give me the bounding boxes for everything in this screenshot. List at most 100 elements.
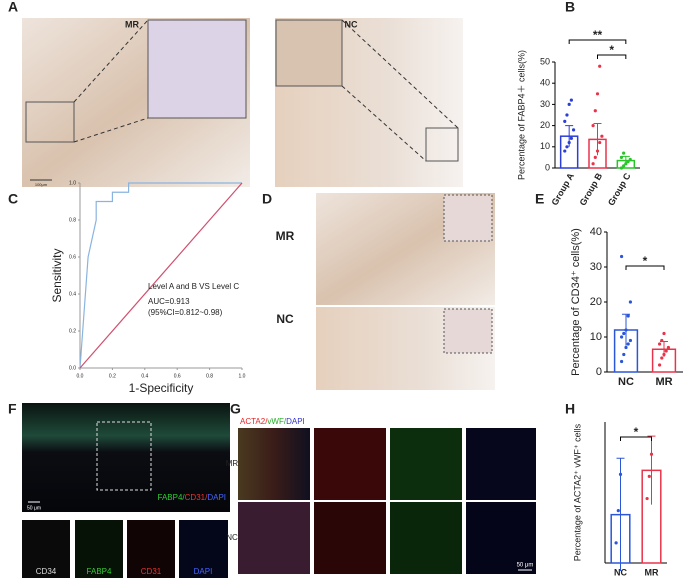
error-bar [616, 457, 625, 572]
inset [147, 19, 247, 119]
data-point [645, 496, 649, 501]
data-point [565, 145, 569, 149]
x-tick-label: 0.6 [174, 373, 181, 379]
data-point [569, 98, 573, 102]
stain-label: ACTA2/vWF/DAPI [240, 417, 305, 426]
y-tick-label: 0.6 [69, 254, 76, 260]
roi-box [25, 101, 75, 143]
data-point [658, 342, 662, 346]
stain-part: DAPI [207, 493, 226, 502]
data-point [614, 541, 618, 545]
x-tick-label: Group C [606, 171, 633, 208]
x-tick-label: 0.0 [77, 373, 84, 379]
data-point [565, 113, 569, 117]
data-point [660, 356, 664, 360]
fluorescence-image [238, 502, 310, 574]
data-point [591, 124, 595, 128]
data-point [593, 109, 597, 113]
panel-label: D [262, 191, 272, 207]
zoom-line [341, 19, 459, 129]
y-tick-label: 0.0 [69, 365, 76, 371]
stain-label: FABP4/CD31/DAPI [158, 493, 226, 502]
stain-part: vWF/ [267, 417, 286, 426]
data-point [626, 314, 630, 318]
significance-label: * [609, 43, 614, 57]
x-axis-label: 1-Specificity [129, 381, 194, 395]
stain-part: ACTA2/ [240, 417, 268, 426]
channel-label: DAPI [194, 567, 213, 576]
channel-label: FABP4 [87, 567, 112, 576]
panel-label: F [8, 401, 17, 417]
data-point [658, 363, 662, 367]
fluorescence-image [390, 428, 462, 500]
channel-image [127, 520, 175, 578]
data-point [664, 349, 668, 353]
fluorescence-image [466, 428, 536, 500]
panel-g-images [238, 428, 536, 574]
panel-label: G [230, 401, 241, 417]
data-point [626, 342, 630, 346]
data-point [647, 474, 651, 478]
data-point [620, 254, 624, 259]
data-point [649, 452, 654, 456]
channel-label: CD31 [141, 567, 162, 576]
data-point [619, 155, 624, 159]
y-axis-label: Sensitivity [50, 248, 64, 302]
significance-bracket [625, 265, 665, 270]
data-point [595, 92, 600, 96]
x-tick-label: MR [645, 567, 659, 577]
stain-part: FABP4/ [158, 493, 186, 502]
data-point [600, 134, 604, 138]
data-point [624, 162, 628, 166]
y-tick-label: 10 [540, 141, 550, 151]
y-tick-label: 40 [590, 226, 602, 238]
data-point [622, 352, 626, 357]
data-point [660, 338, 664, 343]
data-point [628, 157, 632, 162]
stain-part: DAPI [286, 417, 305, 426]
data-point [624, 345, 628, 350]
data-point [563, 119, 567, 123]
data-point [662, 352, 666, 357]
fluorescence-image [390, 502, 462, 574]
data-point [569, 136, 573, 140]
channel-image [22, 520, 70, 578]
annotation: (95%CI=0.812~0.98) [148, 308, 223, 317]
data-point [620, 359, 624, 364]
y-tick-label: 20 [540, 120, 550, 130]
inset [443, 308, 493, 354]
y-tick-label: 0 [596, 366, 602, 378]
y-tick-label: 0.2 [69, 328, 76, 334]
stain-part: CD31/ [185, 493, 208, 502]
data-point [622, 151, 626, 155]
significance-bracket [568, 39, 627, 44]
inset [443, 194, 493, 242]
roc-line [79, 182, 242, 369]
image-label: NC [345, 19, 358, 29]
channel-image [179, 520, 228, 578]
inset [275, 19, 343, 87]
fluorescence-image [238, 428, 310, 500]
data-point [598, 64, 602, 68]
annotation: AUC=0.913 [148, 297, 190, 306]
zoom-line [73, 117, 149, 143]
data-point [595, 149, 600, 153]
data-point [622, 331, 626, 336]
row-label: NC [226, 533, 238, 542]
channel-image [75, 520, 123, 578]
data-point [593, 155, 597, 159]
significance-bracket [620, 436, 652, 441]
y-axis-label: Percentage of ACTA2⁺ vWF⁺ cells [572, 423, 582, 561]
data-point [626, 160, 630, 164]
data-point [624, 328, 628, 332]
panel-label: C [8, 191, 18, 207]
significance-label: * [643, 254, 648, 268]
fluorescence-image [22, 403, 230, 512]
panel-d-images [316, 193, 495, 390]
panel-label: E [535, 191, 544, 207]
y-tick-label: 50 [540, 56, 550, 66]
panel-f-images [22, 403, 230, 578]
row-label: MR [226, 459, 239, 468]
scale-bar-label: 50 μm [27, 505, 41, 511]
